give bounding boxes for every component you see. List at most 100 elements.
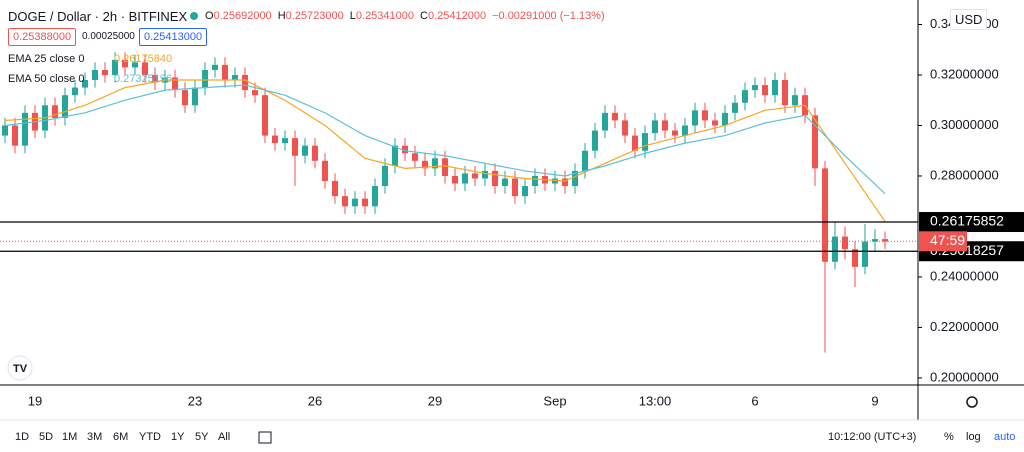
legend-value: 0.27325196 xyxy=(114,73,173,85)
candle-body xyxy=(862,241,868,267)
spread: 0.00025000 xyxy=(82,31,135,42)
candle-body xyxy=(532,175,538,187)
range-button[interactable]: 1D xyxy=(15,431,30,443)
candle-body xyxy=(332,181,338,197)
ask-price[interactable]: 0.25413000 xyxy=(139,28,208,46)
settings-icon[interactable] xyxy=(966,396,978,408)
candle-body xyxy=(62,95,68,118)
x-tick-label: 23 xyxy=(188,393,202,408)
candle-body xyxy=(402,145,408,154)
countdown-box xyxy=(919,231,967,252)
range-button[interactable]: 6M xyxy=(113,431,129,443)
x-tick-label: 19 xyxy=(28,393,42,408)
candle-body xyxy=(772,80,778,96)
candles xyxy=(2,52,888,353)
candle-body xyxy=(122,59,128,68)
ohlc-legend: O0.25692000 H0.25723000 L0.25341000 C0.2541… xyxy=(205,10,605,22)
candle-body xyxy=(752,85,758,91)
candle-body xyxy=(822,168,828,262)
clock: 10:12:00 (UTC+3) xyxy=(828,431,917,443)
bid-price[interactable]: 0.25388000 xyxy=(8,28,77,46)
legend-name: EMA 50 close 0 xyxy=(8,73,85,85)
change: −0.00291000 (−1.13%) xyxy=(492,10,605,22)
candle-body xyxy=(672,130,678,136)
candle-body xyxy=(662,120,668,131)
candle-body xyxy=(472,173,478,179)
candle-body xyxy=(252,90,258,96)
ohlc-value: 0.25692000 xyxy=(213,10,272,22)
x-tick-label: 9 xyxy=(871,393,878,408)
legend-name: EMA 25 close 0 xyxy=(8,53,85,65)
candle-body xyxy=(552,178,558,184)
range-button[interactable]: 5D xyxy=(39,431,54,443)
svg-text:TV: TV xyxy=(13,363,28,375)
candle-body xyxy=(652,120,658,134)
candle-body xyxy=(382,165,388,187)
candle-body xyxy=(322,160,328,182)
candle-body xyxy=(622,120,628,136)
candle-body xyxy=(432,158,438,169)
candle-body xyxy=(832,236,838,262)
range-button[interactable]: All xyxy=(218,431,231,443)
candle-body xyxy=(292,138,298,156)
candle-body xyxy=(282,138,288,144)
candle-body xyxy=(412,153,418,161)
candle-body xyxy=(562,178,568,187)
percent-toggle[interactable]: % xyxy=(944,431,954,443)
ohlc-key: L xyxy=(349,10,356,22)
range-button[interactable]: 5Y xyxy=(195,431,209,443)
candle-body xyxy=(222,64,228,81)
symbol-title: DOGE / Dollar · 2h · BITFINEX xyxy=(8,9,188,24)
candle-body xyxy=(362,198,368,207)
candle-body xyxy=(372,186,378,207)
range-button[interactable]: 3M xyxy=(87,431,103,443)
candle-body xyxy=(102,69,108,75)
candle-body xyxy=(682,125,688,136)
ohlc-key: H xyxy=(277,10,286,22)
candle-body xyxy=(852,249,858,267)
price-axis: 0.20000000 0.22000000 0.24000000 0.28000000… xyxy=(918,16,999,384)
level-label-box xyxy=(919,212,1024,233)
candle-body xyxy=(592,130,598,151)
candle-body xyxy=(232,74,238,81)
countdown: 47:59 xyxy=(930,232,965,248)
log-toggle[interactable]: log xyxy=(966,431,981,443)
candle-body xyxy=(272,135,278,144)
candle-body xyxy=(792,95,798,106)
candle-body xyxy=(812,115,818,169)
candle-body xyxy=(742,90,748,103)
candle-body xyxy=(72,87,78,96)
candle-body xyxy=(582,150,588,171)
candle-body xyxy=(632,135,638,151)
candle-body xyxy=(572,170,578,187)
candle-body xyxy=(492,170,498,187)
x-tick-label: Sep xyxy=(543,393,566,408)
candle-body xyxy=(612,112,618,121)
candle-body xyxy=(482,170,488,179)
candle-body xyxy=(22,112,28,146)
currency-button[interactable]: USD xyxy=(950,9,988,30)
candle-body xyxy=(352,198,358,207)
candle-body xyxy=(842,236,848,250)
candle-body xyxy=(702,110,708,121)
range-button[interactable]: 1M xyxy=(62,431,78,443)
auto-toggle[interactable]: auto xyxy=(994,431,1016,443)
level-label: 0.26175852 xyxy=(930,213,1004,229)
ohlc-key: C xyxy=(420,10,428,22)
candle-body xyxy=(342,196,348,207)
range-button[interactable]: YTD xyxy=(139,431,161,443)
x-tick-label: 6 xyxy=(751,393,758,408)
candle-body xyxy=(172,77,178,91)
candle-body xyxy=(502,178,508,187)
ema-line xyxy=(4,84,886,195)
calendar-icon[interactable] xyxy=(258,431,272,444)
candle-body xyxy=(442,158,448,176)
x-tick-label: 13:00 xyxy=(639,393,672,408)
y-tick-label: 0.28000000 xyxy=(930,167,999,182)
range-button[interactable]: 1Y xyxy=(171,431,185,443)
candle-body xyxy=(712,120,718,126)
candle-body xyxy=(512,178,518,197)
